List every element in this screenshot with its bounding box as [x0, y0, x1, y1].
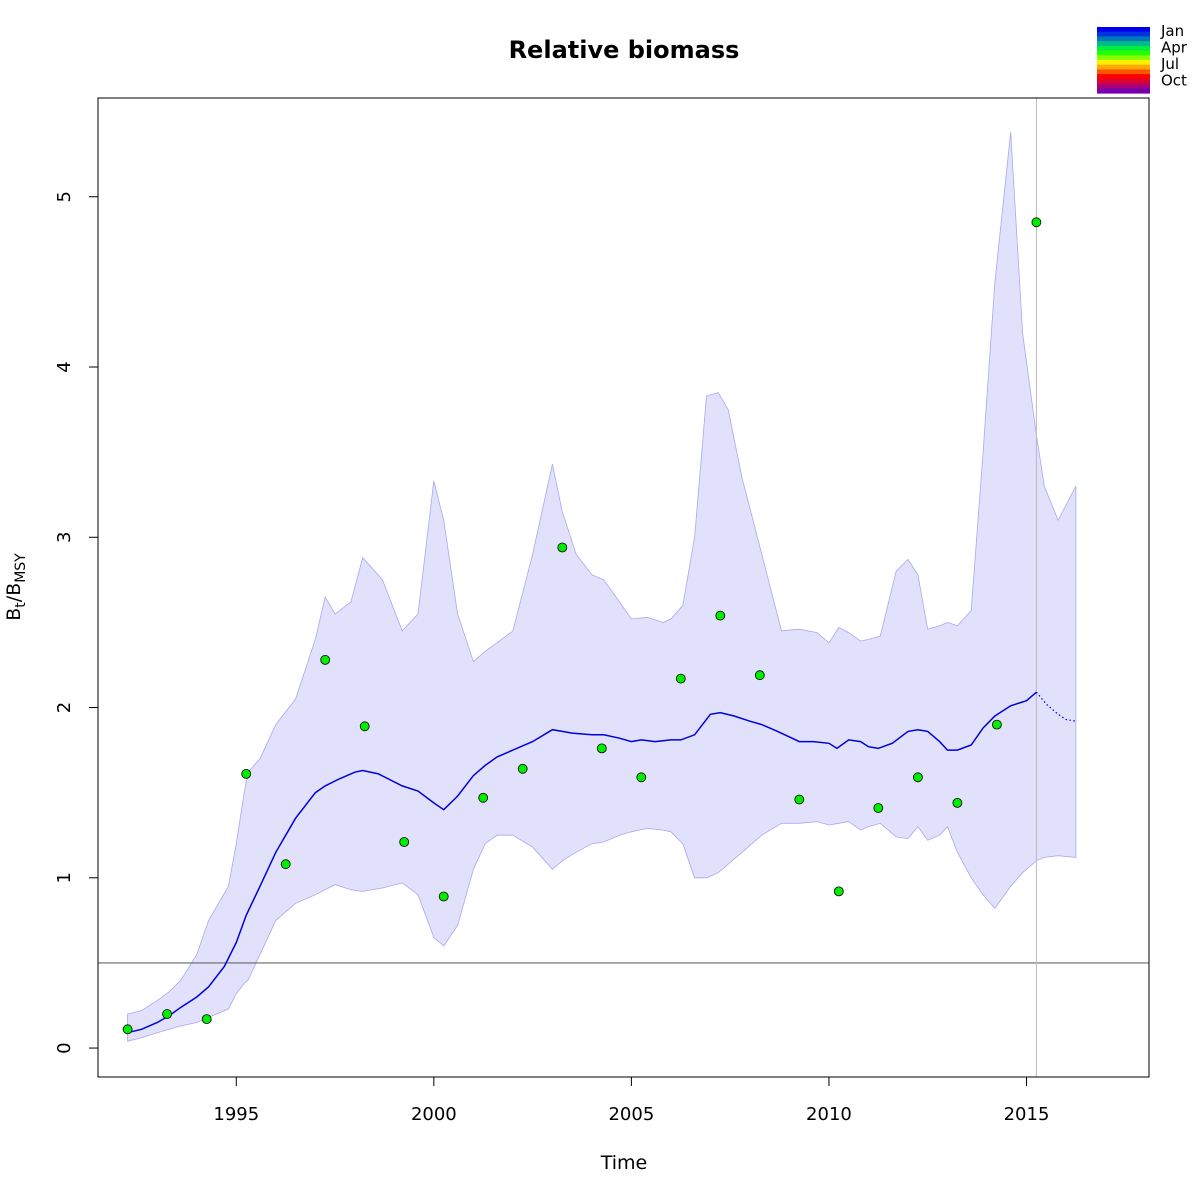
- x-tick-label: 2010: [806, 1104, 852, 1125]
- y-tick-label: 1: [54, 872, 75, 883]
- data-point: [636, 772, 647, 783]
- chart-title: Relative biomass: [509, 36, 740, 64]
- legend-color-swatch: [1097, 55, 1150, 61]
- x-axis: 1995 2000 2005 2010 2015: [213, 1076, 1050, 1125]
- y-label-sep: /B: [3, 583, 25, 602]
- data-point: [992, 719, 1002, 730]
- data-point: [438, 891, 449, 902]
- plot-area: [98, 98, 1149, 1077]
- legend-month-label: Apr: [1161, 39, 1188, 57]
- legend-color-swatch: [1097, 41, 1150, 47]
- data-point: [754, 670, 765, 681]
- y-label-sub2: MSY: [13, 553, 29, 583]
- y-axis: 0 1 2 3 4 5: [54, 191, 98, 1054]
- legend-color-swatch: [1097, 60, 1150, 66]
- y-tick-label: 2: [54, 702, 75, 713]
- data-point: [913, 772, 923, 783]
- data-point: [280, 859, 291, 870]
- data-point: [517, 763, 528, 774]
- data-point: [596, 743, 607, 754]
- legend-color-swatch: [1097, 31, 1150, 37]
- legend-month-label: Jan: [1160, 22, 1184, 40]
- legend-color-swatch: [1097, 69, 1150, 75]
- y-tick-label: 0: [54, 1042, 75, 1053]
- y-tick-label: 4: [54, 361, 75, 372]
- y-tick-label: 3: [54, 532, 75, 543]
- data-point: [833, 886, 844, 897]
- y-tick-label: 5: [54, 191, 75, 202]
- data-point: [399, 837, 410, 847]
- legend-month-label: Jul: [1160, 55, 1179, 73]
- x-tick-label: 1995: [213, 1104, 259, 1125]
- data-point: [873, 803, 884, 813]
- legend-color-swatch: [1097, 74, 1150, 80]
- data-point: [478, 792, 489, 803]
- legend-color-swatch: [1097, 64, 1150, 70]
- legend-color-swatch: [1097, 27, 1150, 33]
- data-point: [952, 798, 963, 808]
- median-line: [127, 691, 1037, 1034]
- data-point: [715, 610, 726, 621]
- y-label-main: B: [3, 608, 25, 621]
- x-tick-label: 2005: [608, 1104, 654, 1125]
- x-axis-label: Time: [600, 1152, 648, 1174]
- legend-color-swatch: [1097, 50, 1150, 56]
- data-point: [1031, 217, 1042, 228]
- y-axis-label: Bt/BMSY: [3, 553, 29, 621]
- data-point: [241, 769, 252, 779]
- legend-color-swatch: [1097, 45, 1150, 52]
- data-point: [675, 673, 686, 684]
- data-point: [162, 1009, 173, 1019]
- data-point: [122, 1024, 133, 1035]
- data-point: [557, 542, 568, 553]
- data-point: [320, 655, 331, 665]
- confidence-band: [127, 132, 1077, 1042]
- legend-color-swatch: [1097, 78, 1150, 85]
- x-tick-label: 2015: [1004, 1104, 1050, 1125]
- x-tick-label: 2000: [411, 1104, 457, 1125]
- data-point: [359, 721, 370, 732]
- legend-color-swatch: [1097, 88, 1150, 94]
- data-point: [794, 794, 805, 805]
- legend-color-swatch: [1097, 36, 1150, 42]
- y-label-sub1: t: [13, 602, 29, 608]
- legend-month-label: Oct: [1161, 72, 1187, 90]
- data-point: [201, 1014, 212, 1024]
- legend-color-swatch: [1097, 83, 1150, 89]
